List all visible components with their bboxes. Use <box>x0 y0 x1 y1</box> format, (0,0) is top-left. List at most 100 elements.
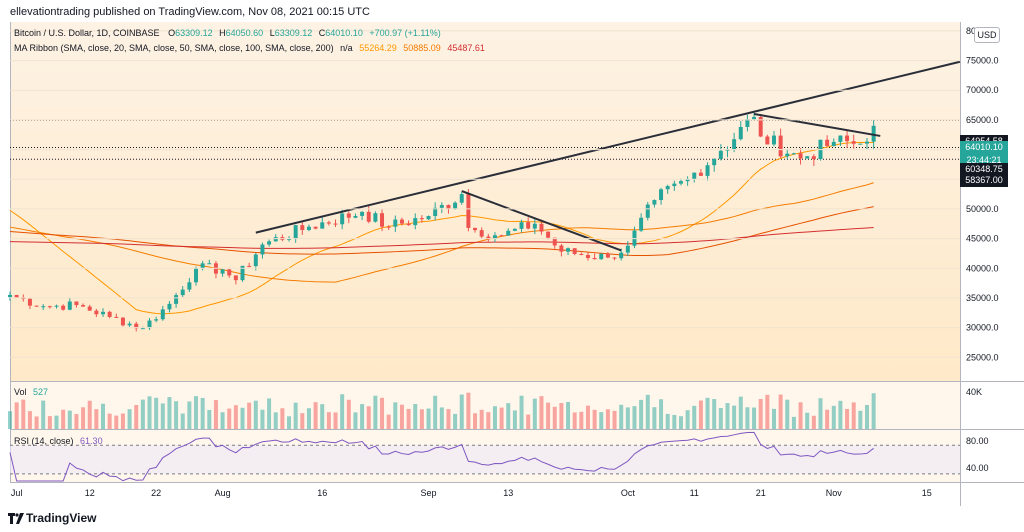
volume-bar <box>473 413 478 429</box>
candle-body <box>539 223 544 232</box>
candle-body <box>566 248 571 252</box>
volume-bar <box>287 416 292 429</box>
candle-body <box>187 282 192 290</box>
volume-bar <box>293 402 298 429</box>
candle-body <box>652 200 657 205</box>
price-tick-label: 65000.0 <box>966 115 999 125</box>
volume-bar <box>81 407 86 429</box>
volume-bar <box>280 408 285 429</box>
price-tick-label: 40000.0 <box>966 263 999 273</box>
volume-bar <box>406 408 411 429</box>
candle-body <box>326 222 331 224</box>
candle-body <box>532 223 537 229</box>
candle-body <box>14 294 19 298</box>
candle-body <box>559 245 564 252</box>
volume-bar <box>825 409 830 429</box>
volume-bar <box>552 406 557 429</box>
volume-bar <box>572 412 577 429</box>
volume-bar <box>499 407 504 429</box>
volume-bar <box>732 405 737 429</box>
trendline[interactable] <box>461 190 622 252</box>
volume-bar <box>366 406 371 429</box>
volume-bar <box>625 407 630 429</box>
volume-bar <box>399 404 404 429</box>
volume-bar <box>865 405 869 429</box>
candle-body <box>426 216 431 220</box>
candle-body <box>519 222 524 229</box>
price-tick-label: 35000.0 <box>966 293 999 303</box>
time-axis-labels[interactable]: Jul 12 22 Aug 16 Sep 13 Oct 11 21 Nov 15 <box>11 488 932 498</box>
volume-bar <box>306 408 311 429</box>
volume-bar <box>539 396 544 429</box>
candle-body <box>612 257 617 259</box>
volume-bar <box>605 409 610 429</box>
candle-body <box>247 265 252 267</box>
volume-bar <box>27 411 32 429</box>
volume-bar <box>373 395 378 429</box>
volume-bar <box>67 410 72 429</box>
candle-body <box>353 215 358 218</box>
volume-bar <box>532 398 537 429</box>
currency-button[interactable]: USD <box>974 27 1000 43</box>
volume-bar <box>101 403 105 429</box>
volume-bar <box>838 400 843 429</box>
volume-bar <box>340 394 345 429</box>
volume-bar <box>54 415 59 429</box>
volume-bar <box>466 392 471 429</box>
candle-body <box>838 135 843 142</box>
candle-body <box>738 126 743 140</box>
candle-body <box>433 207 438 217</box>
candle-body <box>114 316 119 318</box>
volume-label: Vol <box>14 387 27 397</box>
rsi-value: 61.30 <box>80 436 103 446</box>
volume-bar <box>360 404 365 429</box>
volume-bar <box>154 397 159 429</box>
candle-body <box>771 135 776 145</box>
candle-body <box>712 158 717 166</box>
legend-open-key: O <box>168 28 175 38</box>
volume-bar <box>791 416 796 429</box>
svg-text:RSI (14, close) 61.30: RSI (14, close) 61.30 <box>14 436 103 446</box>
volume-bar <box>134 405 139 429</box>
volume-bar <box>120 413 125 429</box>
volume-bar <box>8 411 12 429</box>
candle-body <box>499 235 504 237</box>
price-tick-label: 50000.0 <box>966 204 999 214</box>
price-axis-labels[interactable]: 80000.075000.070000.065000.060000.055000… <box>10 26 999 362</box>
candle-body <box>306 226 311 231</box>
legend-high-value: 64050.60 <box>226 28 264 38</box>
candle-body <box>785 153 790 157</box>
volume-bar <box>645 394 650 429</box>
tradingview-logo-icon[interactable] <box>8 513 24 524</box>
candle-body <box>87 306 92 311</box>
candle-body <box>61 305 66 310</box>
legend-close-value: 64010.10 <box>325 28 363 38</box>
candle-body <box>645 204 650 218</box>
candle-body <box>865 141 869 144</box>
candle-body <box>546 231 551 238</box>
volume-bar <box>752 407 757 429</box>
candle-body <box>579 253 584 255</box>
volume-bar <box>167 397 172 429</box>
publish-header: ellevationtrading published on TradingVi… <box>0 0 1024 22</box>
volume-bar <box>14 402 19 429</box>
volume-bar <box>619 404 624 429</box>
candle-body <box>758 116 763 137</box>
volume-bar <box>140 399 145 429</box>
price-chart[interactable]: 80000.075000.070000.065000.060000.055000… <box>0 22 1024 506</box>
legend-low-value: 63309.12 <box>275 28 313 38</box>
volume-bar <box>771 408 776 429</box>
candle-body <box>446 204 451 209</box>
price-tick-label: 25000.0 <box>966 352 999 362</box>
legend-ma20-value: 55264.29 <box>359 43 397 53</box>
volume-bar <box>851 402 856 429</box>
trendline[interactable] <box>753 112 881 137</box>
volume-legend: Vol 527 40K <box>14 387 982 397</box>
candle-body <box>54 305 59 307</box>
brand-name[interactable]: TradingView <box>26 511 97 525</box>
candle-body <box>585 254 590 258</box>
legend-symbol-text: Bitcoin / U.S. Dollar, 1D, COINBASE <box>14 28 160 38</box>
volume-bar <box>566 401 571 429</box>
volume-bar <box>831 405 836 429</box>
volume-bar <box>705 397 710 429</box>
